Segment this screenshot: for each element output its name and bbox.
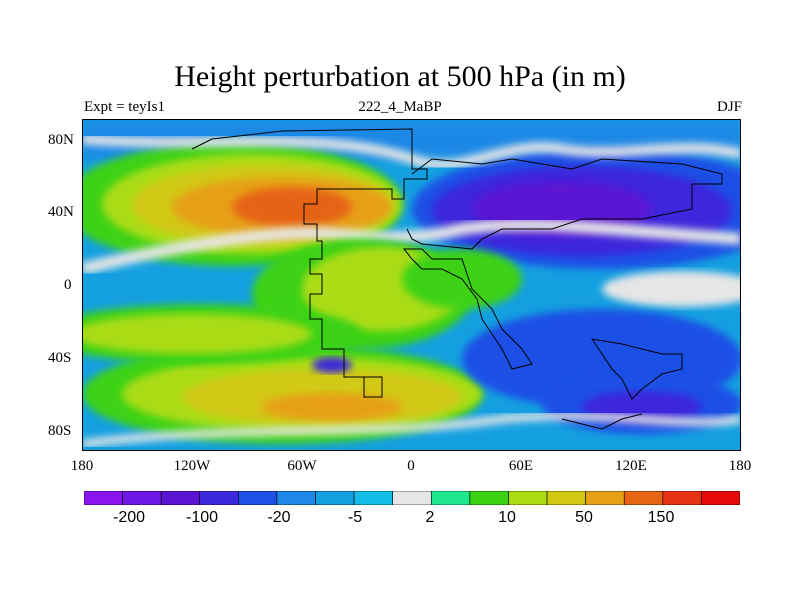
colorbar-label: 150 xyxy=(647,509,675,526)
colorbar-box xyxy=(623,491,664,505)
lon-tick-label: 0 xyxy=(407,458,415,474)
colorbar-box xyxy=(469,491,509,505)
colorbar-box xyxy=(508,491,548,505)
colorbar-box xyxy=(315,491,355,505)
colorbar-box xyxy=(84,491,123,505)
lat-tick-label: 80S xyxy=(48,423,72,439)
colorbar-label: -20 xyxy=(267,509,291,526)
colorbar-box xyxy=(160,491,201,505)
colorbar xyxy=(84,491,740,505)
lat-tick-label: 40S xyxy=(48,350,72,366)
lon-tick-label: 180 xyxy=(728,458,752,474)
colorbar-label: 50 xyxy=(575,509,593,526)
colorbar-label: 10 xyxy=(498,509,516,526)
lat-tick-label: 40N xyxy=(48,204,74,220)
map-title: Height perturbation at 500 hPa (in m) xyxy=(174,60,626,93)
lat-tick-label: 80N xyxy=(48,132,74,148)
colorbar-box xyxy=(430,491,471,505)
colorbar-box xyxy=(585,491,625,505)
period-label: 222_4_MaBP xyxy=(358,99,442,115)
coastline-outline xyxy=(191,128,723,430)
colorbar-box xyxy=(701,491,740,505)
colorbar-box xyxy=(662,491,702,505)
colorbar-box xyxy=(353,491,394,505)
lon-tick-label: 120E xyxy=(615,458,647,474)
lon-tick-label: 60W xyxy=(287,458,317,474)
season-label: DJF xyxy=(716,99,742,115)
colorbar-label: 2 xyxy=(425,509,435,526)
colorbar-label: -5 xyxy=(347,509,363,526)
contour-field xyxy=(82,119,741,451)
lon-tick-label: 180 xyxy=(70,458,94,474)
colorbar-box xyxy=(238,491,278,505)
colorbar-label: -200 xyxy=(112,509,146,526)
lon-tick-label: 60E xyxy=(508,458,534,474)
map-frame xyxy=(82,119,741,451)
height-perturbation-map xyxy=(82,119,741,451)
colorbar-box xyxy=(199,491,239,505)
colorbar-label: -100 xyxy=(185,509,219,526)
colorbar-box xyxy=(276,491,316,505)
lon-tick-label: 120W xyxy=(173,458,211,474)
colorbar-box xyxy=(122,491,162,505)
lat-tick-label: 0 xyxy=(64,277,72,293)
colorbar-box xyxy=(392,491,432,505)
colorbar-box xyxy=(546,491,586,505)
experiment-label: Expt = teyIs1 xyxy=(84,99,165,115)
